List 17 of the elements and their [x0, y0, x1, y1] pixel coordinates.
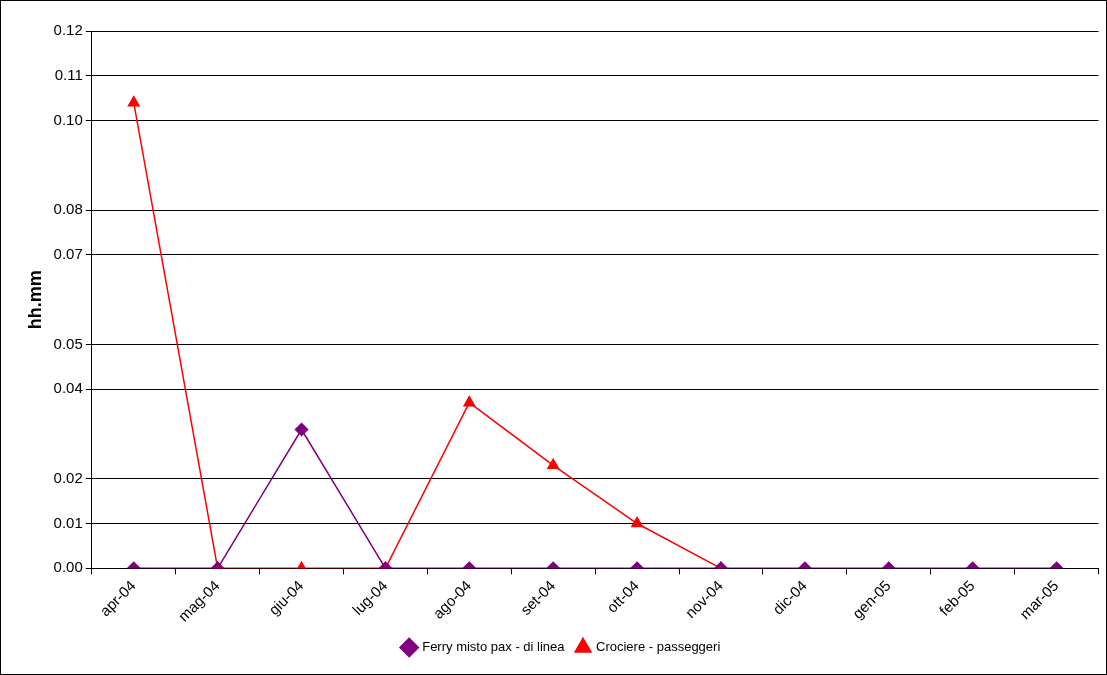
y-tick-label: 0.08 [53, 200, 83, 218]
y-tick-label: 0.12 [53, 21, 83, 39]
legend-label: Ferry misto pax - di linea [422, 639, 566, 655]
legend-label: Crociere - passeggeri [596, 639, 721, 655]
y-tick-label: 0.00 [53, 558, 83, 576]
y-tick-label: 0.10 [53, 110, 83, 128]
point [127, 95, 140, 107]
point [463, 395, 476, 407]
y-tick-label: 0.05 [53, 334, 83, 352]
y-tick-label: 0.02 [53, 468, 83, 486]
point [547, 458, 560, 470]
point [631, 516, 644, 528]
y-tick-label: 0.07 [53, 245, 83, 263]
y-tick-label: 0.04 [53, 379, 83, 397]
y-tick-label: 0.11 [54, 65, 83, 83]
y-tick-label: 0.01 [53, 513, 83, 531]
y-axis-title: hh.mm [24, 270, 45, 330]
